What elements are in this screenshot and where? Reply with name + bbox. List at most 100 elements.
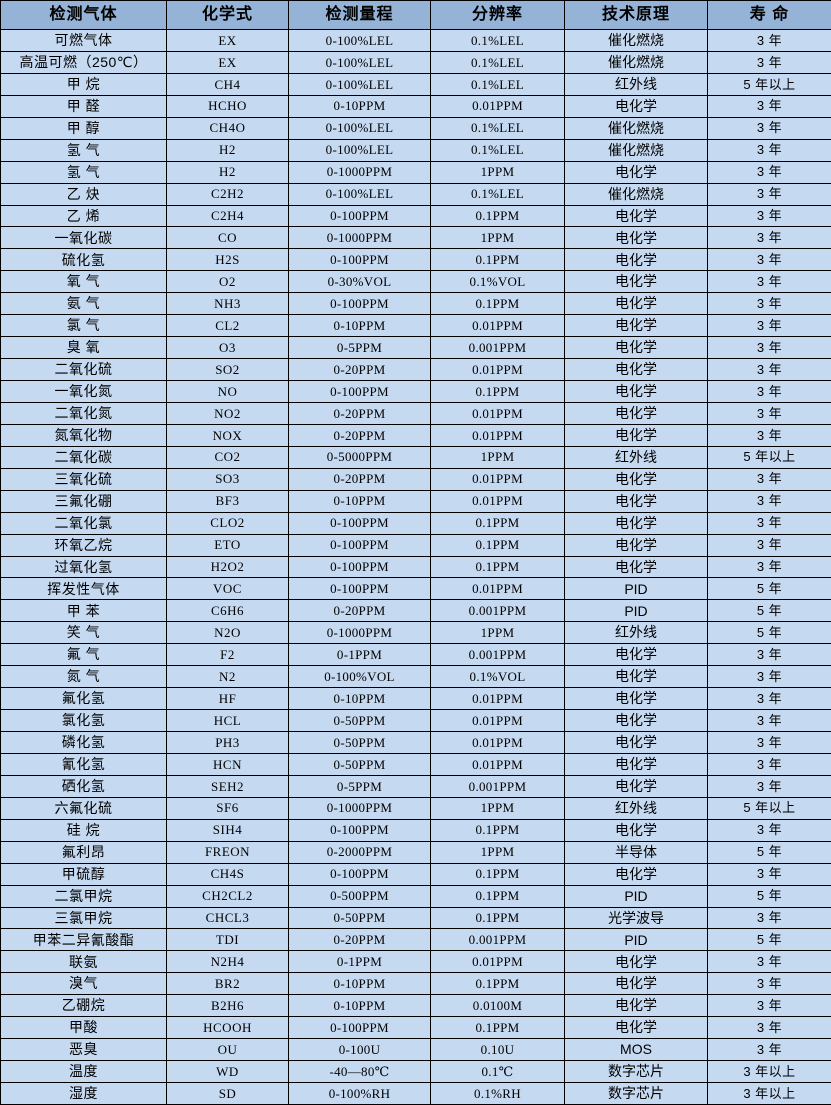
cell-res: 0.1PPM bbox=[431, 556, 565, 578]
cell-gas: 过氧化氢 bbox=[1, 556, 167, 578]
cell-life: 5 年 bbox=[708, 600, 831, 622]
cell-form: SO3 bbox=[167, 468, 289, 490]
cell-range: 0-10PPM bbox=[289, 973, 431, 995]
cell-life: 3 年 bbox=[708, 556, 831, 578]
cell-gas: 硅 烷 bbox=[1, 819, 167, 841]
cell-form: CO bbox=[167, 227, 289, 249]
cell-tech: 电化学 bbox=[565, 534, 708, 556]
cell-res: 0.1PPM bbox=[431, 885, 565, 907]
cell-res: 0.1PPM bbox=[431, 534, 565, 556]
cell-life: 3 年 bbox=[708, 117, 831, 139]
cell-gas: 二氧化氯 bbox=[1, 512, 167, 534]
cell-tech: 电化学 bbox=[565, 644, 708, 666]
cell-range: 0-100PPM bbox=[289, 1017, 431, 1039]
cell-form: B2H6 bbox=[167, 995, 289, 1017]
cell-tech: 催化燃烧 bbox=[565, 139, 708, 161]
cell-life: 3 年 bbox=[708, 907, 831, 929]
cell-form: H2 bbox=[167, 139, 289, 161]
cell-gas: 氢 气 bbox=[1, 161, 167, 183]
cell-gas: 湿度 bbox=[1, 1083, 167, 1105]
cell-res: 0.01PPM bbox=[431, 732, 565, 754]
column-header-gas: 检测气体 bbox=[1, 1, 167, 30]
cell-life: 3 年 bbox=[708, 183, 831, 205]
cell-form: HCOOH bbox=[167, 1017, 289, 1039]
cell-res: 0.001PPM bbox=[431, 644, 565, 666]
cell-gas: 氢 气 bbox=[1, 139, 167, 161]
cell-form: EX bbox=[167, 51, 289, 73]
cell-gas: 甲酸 bbox=[1, 1017, 167, 1039]
cell-gas: 一氧化碳 bbox=[1, 227, 167, 249]
cell-life: 3 年 bbox=[708, 293, 831, 315]
cell-form: CL2 bbox=[167, 315, 289, 337]
cell-tech: 催化燃烧 bbox=[565, 117, 708, 139]
cell-tech: 电化学 bbox=[565, 973, 708, 995]
cell-res: 1PPM bbox=[431, 446, 565, 468]
cell-range: 0-30%VOL bbox=[289, 271, 431, 293]
cell-range: 0-100PPM bbox=[289, 863, 431, 885]
cell-life: 3 年 bbox=[708, 95, 831, 117]
cell-tech: 电化学 bbox=[565, 359, 708, 381]
cell-range: 0-100%LEL bbox=[289, 139, 431, 161]
cell-form: NO bbox=[167, 381, 289, 403]
cell-gas: 氯 气 bbox=[1, 315, 167, 337]
cell-tech: 红外线 bbox=[565, 73, 708, 95]
cell-res: 0.01PPM bbox=[431, 95, 565, 117]
cell-range: 0-100PPM bbox=[289, 556, 431, 578]
cell-res: 0.1PPM bbox=[431, 381, 565, 403]
cell-res: 0.0100M bbox=[431, 995, 565, 1017]
cell-range: 0-50PPM bbox=[289, 732, 431, 754]
cell-life: 5 年以上 bbox=[708, 73, 831, 95]
cell-form: O3 bbox=[167, 337, 289, 359]
cell-gas: 臭 氧 bbox=[1, 337, 167, 359]
cell-life: 3 年 bbox=[708, 205, 831, 227]
cell-form: H2 bbox=[167, 161, 289, 183]
cell-life: 3 年 bbox=[708, 315, 831, 337]
cell-res: 0.01PPM bbox=[431, 753, 565, 775]
cell-range: 0-500PPM bbox=[289, 885, 431, 907]
cell-res: 1PPM bbox=[431, 797, 565, 819]
cell-form: C6H6 bbox=[167, 600, 289, 622]
cell-life: 5 年 bbox=[708, 885, 831, 907]
cell-form: O2 bbox=[167, 271, 289, 293]
cell-res: 0.1PPM bbox=[431, 973, 565, 995]
cell-res: 1PPM bbox=[431, 841, 565, 863]
cell-res: 1PPM bbox=[431, 227, 565, 249]
cell-res: 0.001PPM bbox=[431, 337, 565, 359]
cell-tech: 红外线 bbox=[565, 622, 708, 644]
cell-life: 3 年 bbox=[708, 732, 831, 754]
cell-life: 3 年 bbox=[708, 249, 831, 271]
cell-res: 0.1%LEL bbox=[431, 73, 565, 95]
cell-gas: 氨 气 bbox=[1, 293, 167, 315]
cell-res: 0.1PPM bbox=[431, 205, 565, 227]
cell-life: 5 年 bbox=[708, 578, 831, 600]
cell-form: NH3 bbox=[167, 293, 289, 315]
cell-tech: 电化学 bbox=[565, 402, 708, 424]
cell-range: 0-10PPM bbox=[289, 688, 431, 710]
cell-form: CO2 bbox=[167, 446, 289, 468]
cell-range: 0-10PPM bbox=[289, 995, 431, 1017]
cell-range: 0-100PPM bbox=[289, 578, 431, 600]
column-header-lifetime: 寿 命 bbox=[708, 1, 831, 30]
cell-gas: 氟化氢 bbox=[1, 688, 167, 710]
cell-res: 0.01PPM bbox=[431, 315, 565, 337]
